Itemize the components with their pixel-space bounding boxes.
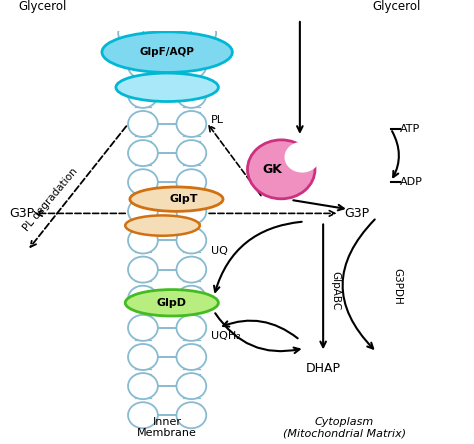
- Ellipse shape: [130, 187, 223, 211]
- Text: UQ: UQ: [211, 246, 228, 256]
- Circle shape: [128, 315, 158, 341]
- Circle shape: [155, 22, 180, 44]
- Text: PL degradation: PL degradation: [22, 166, 80, 233]
- Circle shape: [128, 111, 158, 137]
- Circle shape: [176, 140, 206, 166]
- Circle shape: [128, 53, 158, 79]
- Text: GlpD: GlpD: [157, 298, 187, 308]
- Text: GK: GK: [262, 163, 282, 176]
- Circle shape: [176, 402, 206, 428]
- Text: GlpT: GlpT: [169, 194, 198, 204]
- Text: UQH₂: UQH₂: [211, 331, 241, 341]
- Circle shape: [128, 140, 158, 166]
- Circle shape: [176, 198, 206, 224]
- Circle shape: [128, 227, 158, 254]
- Ellipse shape: [125, 215, 200, 236]
- Circle shape: [176, 373, 206, 399]
- Circle shape: [176, 53, 206, 79]
- Circle shape: [128, 373, 158, 399]
- Text: DHAP: DHAP: [306, 362, 341, 375]
- Text: GlpF/AQP: GlpF/AQP: [140, 47, 195, 57]
- Text: GlpABC: GlpABC: [330, 271, 340, 310]
- Circle shape: [176, 169, 206, 195]
- Circle shape: [128, 82, 158, 108]
- Text: ADP: ADP: [400, 177, 423, 186]
- Ellipse shape: [247, 140, 315, 199]
- Circle shape: [128, 198, 158, 224]
- Ellipse shape: [102, 32, 232, 72]
- Text: Glycerol: Glycerol: [18, 0, 66, 13]
- Text: Cytoplasm
(Mitochondrial Matrix): Cytoplasm (Mitochondrial Matrix): [283, 416, 406, 438]
- Circle shape: [128, 257, 158, 283]
- Ellipse shape: [116, 73, 219, 102]
- Text: G3PDH: G3PDH: [392, 269, 402, 305]
- Text: Glycerol: Glycerol: [372, 0, 420, 13]
- Text: Inner
Membrane: Inner Membrane: [137, 416, 197, 438]
- Circle shape: [176, 286, 206, 312]
- Circle shape: [176, 111, 206, 137]
- Circle shape: [176, 257, 206, 283]
- Text: ATP: ATP: [400, 124, 420, 134]
- Circle shape: [128, 286, 158, 312]
- Circle shape: [176, 315, 206, 341]
- Circle shape: [128, 344, 158, 370]
- Circle shape: [118, 22, 144, 44]
- Circle shape: [176, 344, 206, 370]
- Ellipse shape: [125, 289, 219, 316]
- Text: G3P: G3P: [344, 207, 369, 220]
- Circle shape: [176, 82, 206, 108]
- Circle shape: [128, 169, 158, 195]
- Circle shape: [191, 22, 216, 44]
- Circle shape: [284, 142, 320, 173]
- Text: PL: PL: [211, 115, 224, 125]
- Circle shape: [176, 227, 206, 254]
- Circle shape: [128, 402, 158, 428]
- Text: G3P: G3P: [9, 207, 34, 220]
